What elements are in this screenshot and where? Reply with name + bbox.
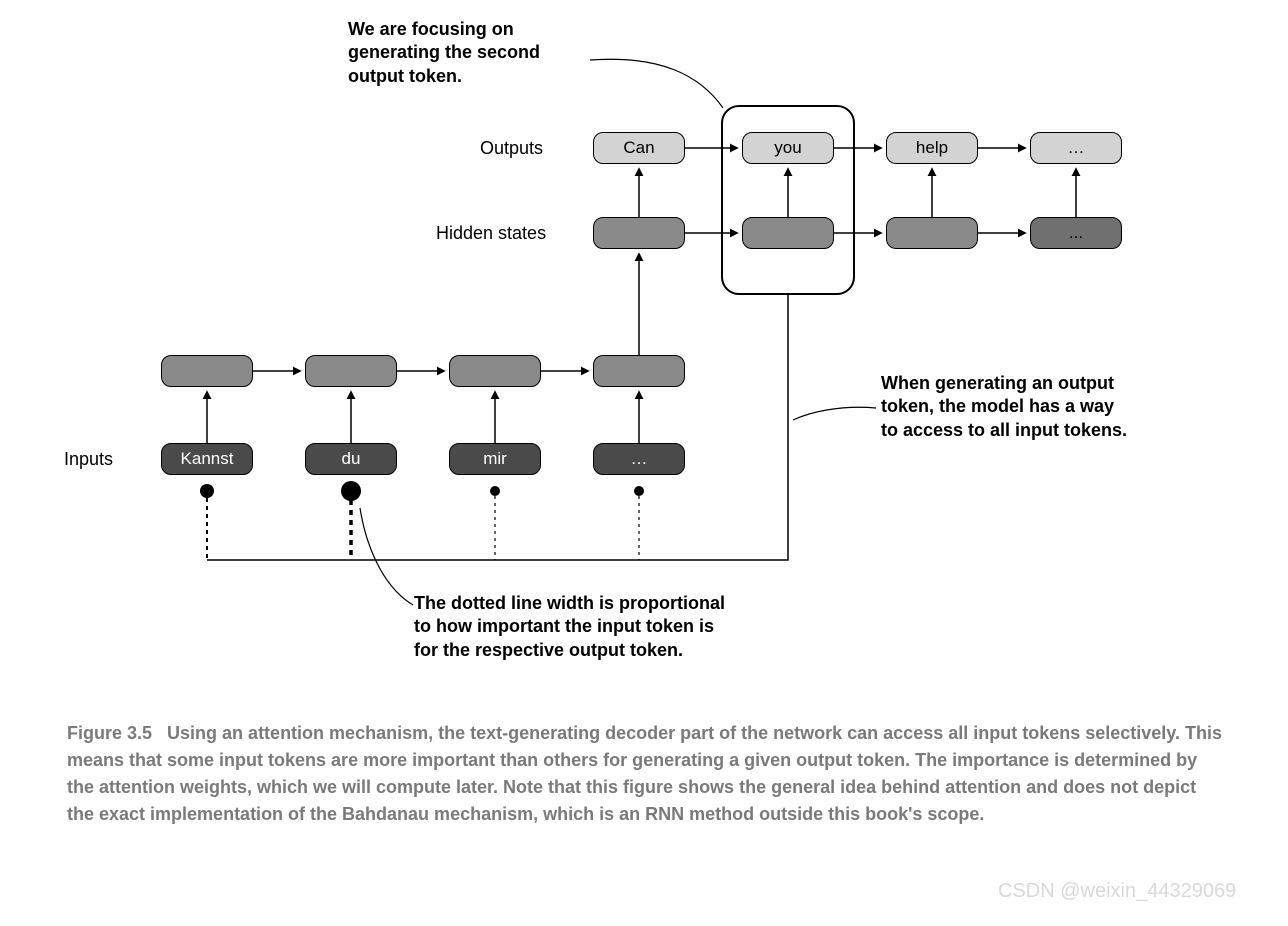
encoder-hidden-3	[593, 355, 685, 387]
decoder-hidden-3: ...	[1030, 217, 1122, 249]
decoder-hidden-2	[886, 217, 978, 249]
input-token-0: Kannst	[161, 443, 253, 475]
decoder-hidden-0	[593, 217, 685, 249]
output-token-2: help	[886, 132, 978, 164]
input-token-1: du	[305, 443, 397, 475]
caption-lead: Figure 3.5	[67, 723, 152, 743]
encoder-hidden-1	[305, 355, 397, 387]
figure-caption: Figure 3.5 Using an attention mechanism,…	[67, 720, 1222, 828]
annotation-right: When generating an outputtoken, the mode…	[881, 372, 1201, 442]
annotation-bottom-text: The dotted line width is proportionalto …	[414, 593, 725, 660]
input-token-3: …	[593, 443, 685, 475]
annotation-bottom: The dotted line width is proportionalto …	[414, 592, 814, 662]
hidden-states-label: Hidden states	[436, 223, 546, 244]
inputs-label: Inputs	[64, 449, 113, 470]
watermark: CSDN @weixin_44329069	[998, 880, 1236, 903]
caption-body: Using an attention mechanism, the text-g…	[67, 723, 1222, 824]
annotation-right-text: When generating an outputtoken, the mode…	[881, 373, 1127, 440]
input-token-2: mir	[449, 443, 541, 475]
output-token-0: Can	[593, 132, 685, 164]
outputs-label: Outputs	[480, 138, 543, 159]
encoder-hidden-2	[449, 355, 541, 387]
focus-highlight	[721, 105, 855, 295]
annotation-top: We are focusing ongenerating the secondo…	[348, 18, 628, 88]
output-token-3: …	[1030, 132, 1122, 164]
annotation-top-text: We are focusing ongenerating the secondo…	[348, 19, 540, 86]
encoder-hidden-0	[161, 355, 253, 387]
